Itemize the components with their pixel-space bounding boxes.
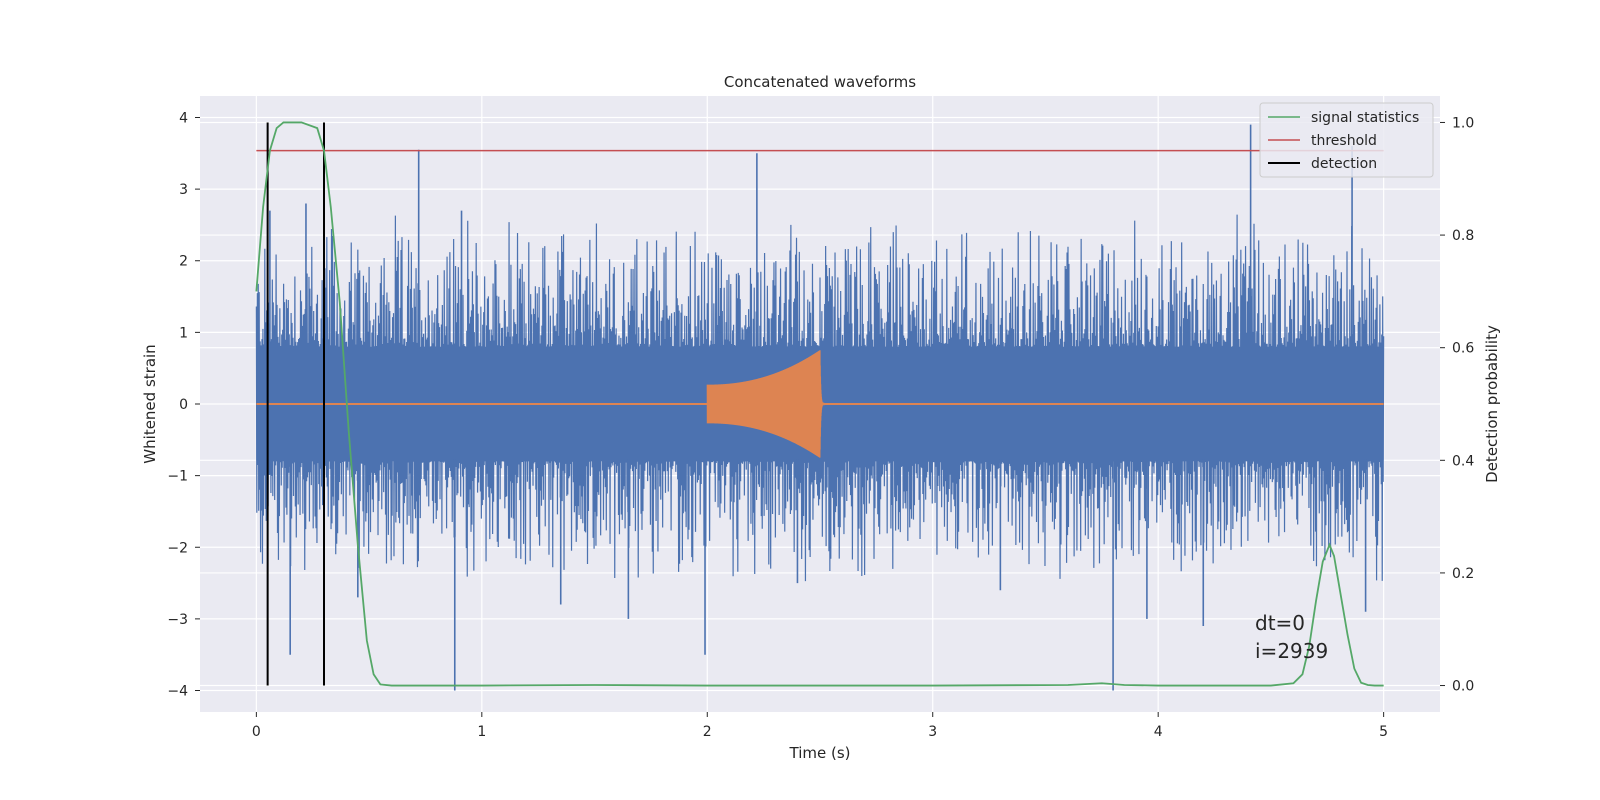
- y2-tick-label: 0.6: [1452, 341, 1474, 357]
- x-tick-label: 5: [1379, 724, 1388, 740]
- strain-line: [255, 214, 1385, 582]
- x-axis-label: Time (s): [789, 744, 851, 762]
- annotation-dt: dt=0: [1255, 611, 1305, 635]
- annotation-i: i=2939: [1255, 639, 1328, 663]
- legend: signal statistics threshold detection: [1259, 102, 1434, 178]
- injection-series: [256, 350, 1384, 458]
- y-tick-label: 0: [179, 397, 188, 413]
- y-axis-label: Whitened strain: [141, 344, 159, 463]
- injection-chirp: [706, 350, 825, 458]
- legend-box: [1259, 102, 1434, 178]
- y2-axis-label: Detection probability: [1483, 325, 1501, 483]
- legend-label-threshold: threshold: [1311, 133, 1377, 149]
- x-tick-label: 4: [1154, 724, 1163, 740]
- chart-title: Concatenated waveforms: [724, 73, 916, 91]
- y-tick-label: 1: [179, 325, 188, 341]
- y-tick-label: −3: [167, 612, 188, 628]
- y2-tick-label: 0.0: [1452, 679, 1474, 695]
- y2-tick-label: 1.0: [1452, 115, 1474, 131]
- detection-series: [255, 121, 1384, 687]
- y2-tick-label: 0.4: [1452, 453, 1474, 469]
- signal-statistics-line: [255, 121, 1384, 687]
- x-tick-label: 0: [252, 724, 261, 740]
- y-tick-label: 3: [179, 182, 188, 198]
- x-tick-label: 3: [928, 724, 937, 740]
- y-tick-label: −1: [167, 469, 188, 485]
- legend-label-signal-statistics: signal statistics: [1311, 110, 1419, 126]
- y2-tick-label: 0.8: [1452, 228, 1474, 244]
- y-tick-label: 2: [179, 254, 188, 270]
- y-tick-label: −4: [167, 684, 188, 700]
- y2-tick-label: 0.2: [1452, 566, 1474, 582]
- y-tick-label: −2: [167, 540, 188, 556]
- x-tick-label: 2: [703, 724, 712, 740]
- y-tick-label: 4: [179, 110, 188, 126]
- ticks: 0 1 2 3 4 5 −4 −3 −2 −1 0 1 2 3 4 0.0 0.2 0.4 0.6 0.8 1.0: [167, 110, 1474, 740]
- x-tick-label: 1: [477, 724, 486, 740]
- legend-label-detection: detection: [1311, 156, 1377, 172]
